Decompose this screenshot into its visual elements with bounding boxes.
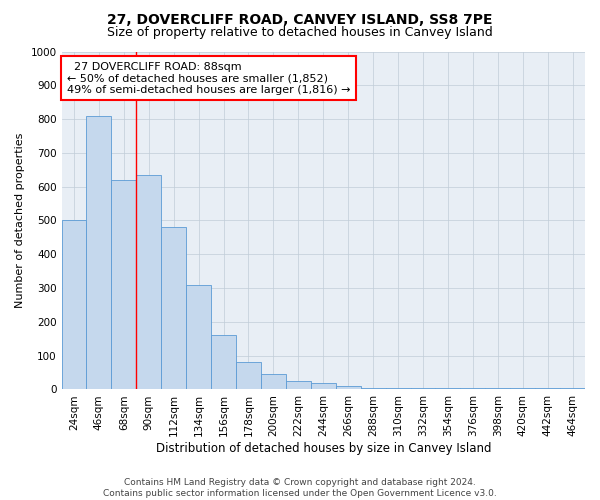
Bar — [236, 362, 261, 390]
Bar — [336, 386, 361, 390]
Bar — [136, 175, 161, 390]
Bar — [535, 388, 560, 390]
Bar — [286, 381, 311, 390]
Bar — [161, 227, 186, 390]
Bar — [510, 388, 535, 390]
X-axis label: Distribution of detached houses by size in Canvey Island: Distribution of detached houses by size … — [155, 442, 491, 455]
Bar — [86, 116, 112, 390]
Bar — [410, 388, 436, 390]
Bar — [261, 374, 286, 390]
Bar — [361, 388, 386, 390]
Bar — [62, 220, 86, 390]
Text: Size of property relative to detached houses in Canvey Island: Size of property relative to detached ho… — [107, 26, 493, 39]
Bar — [311, 382, 336, 390]
Bar — [186, 284, 211, 390]
Y-axis label: Number of detached properties: Number of detached properties — [15, 133, 25, 308]
Text: Contains HM Land Registry data © Crown copyright and database right 2024.
Contai: Contains HM Land Registry data © Crown c… — [103, 478, 497, 498]
Text: 27 DOVERCLIFF ROAD: 88sqm  
← 50% of detached houses are smaller (1,852)
49% of : 27 DOVERCLIFF ROAD: 88sqm ← 50% of detac… — [67, 62, 350, 95]
Bar — [485, 388, 510, 390]
Bar — [211, 336, 236, 390]
Text: 27, DOVERCLIFF ROAD, CANVEY ISLAND, SS8 7PE: 27, DOVERCLIFF ROAD, CANVEY ISLAND, SS8 … — [107, 12, 493, 26]
Bar — [436, 388, 460, 390]
Bar — [460, 388, 485, 390]
Bar — [112, 180, 136, 390]
Bar — [560, 388, 585, 390]
Bar — [386, 388, 410, 390]
